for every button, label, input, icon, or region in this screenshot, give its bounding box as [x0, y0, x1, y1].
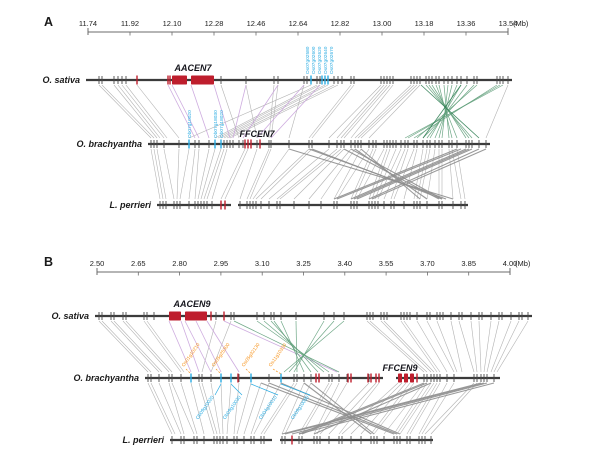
ruler-unit-label: (Mb) — [513, 19, 529, 28]
centromere-label: FFCEN9 — [382, 363, 417, 373]
ruler-tick-label: 2.50 — [90, 259, 105, 268]
synteny-links-green — [404, 84, 504, 139]
track-o-brachyantha: O. brachyantha FFCEN7 — [76, 129, 490, 149]
ruler-tick-label: 13.18 — [415, 19, 434, 28]
ruler-tick-label: 3.70 — [420, 259, 435, 268]
centromere-box — [191, 75, 214, 85]
gene-id-label: Ob07g18030 — [213, 110, 219, 138]
panel-B: 2.50 2.65 2.80 2.95 3.10 3.25 3.40 3.55 3.70 3.85… — [44, 255, 532, 445]
gene-label-connector — [245, 368, 252, 375]
ruler-tick-label: 12.28 — [205, 19, 224, 28]
gene-id-label: Os11g10330 — [268, 342, 289, 368]
synteny-links-gray2 — [288, 148, 487, 200]
species-label: O. sativa — [51, 311, 89, 321]
gene-id-label: Ob04g10010 — [258, 394, 279, 420]
ruler-tick-label: 12.82 — [331, 19, 350, 28]
ruler-tick-label: 3.55 — [379, 259, 394, 268]
gene-id-label: Ob07g10020 — [187, 110, 193, 138]
gene-label-connector — [215, 368, 222, 375]
ruler-tick-label: 13.36 — [457, 19, 476, 28]
gene-label-connector — [280, 383, 311, 396]
species-label: O. brachyantha — [73, 373, 139, 383]
ruler-tick-label: 2.65 — [131, 259, 146, 268]
ruler-tick-label: 12.64 — [289, 19, 308, 28]
species-label: O. brachyantha — [76, 139, 142, 149]
gene-id-label: Os05g32130 — [241, 342, 262, 368]
ruler-tick-label: 3.40 — [337, 259, 352, 268]
centromere-box — [404, 373, 408, 383]
ruler-tick-label: 4.00 — [503, 259, 518, 268]
synteny-links-gray2 — [260, 382, 495, 435]
centromere-box — [172, 75, 187, 85]
ruler-unit-label: (Mb) — [515, 259, 531, 268]
synteny-links-purple — [168, 320, 338, 373]
ruler-tick-label: 3.85 — [461, 259, 476, 268]
ruler-tick-label: 3.10 — [255, 259, 270, 268]
gene-id-label: Ob09g10020 — [195, 394, 216, 420]
panel-letter: B — [44, 255, 53, 269]
gene-label-connector — [214, 383, 222, 396]
centromere-box — [185, 311, 207, 321]
ruler-tick-label: 13.54 — [499, 19, 518, 28]
centromere-label: AACEN9 — [172, 299, 210, 309]
synteny-links-green — [233, 320, 345, 373]
track-o-sativa: O. sativa AACEN9 — [51, 299, 532, 321]
gene-id-label: Os07g02580 — [305, 46, 311, 74]
ruler-tick-label: 3.25 — [296, 259, 311, 268]
centromere-box — [398, 373, 402, 383]
track-l-perrieri: L. perrieri — [109, 200, 468, 210]
gene-label-connector — [250, 383, 279, 396]
synteny-links-gray — [98, 320, 529, 373]
panel-A: 11.74 11.92 12.10 12.28 12.46 12.64 12.82 13.00… — [42, 15, 528, 210]
synteny-links-purple — [167, 84, 321, 139]
synteny-links-dgreen — [420, 84, 480, 139]
species-label: L. perrieri — [122, 435, 164, 445]
ruler-tick-label: 13.00 — [373, 19, 392, 28]
gene-id-label: Os07g02640 — [323, 46, 329, 74]
track-o-brachyantha: O. brachyantha FFCEN9 — [73, 363, 500, 383]
scale-ruler: 11.74 11.92 12.10 12.28 12.46 12.64 12.82 13.00… — [79, 19, 529, 36]
centromere-box — [410, 373, 414, 383]
ruler-tick-label: 11.92 — [121, 19, 139, 28]
gene-id-label: Os07g02620 — [317, 46, 323, 74]
gene-id-label: Ob07g18020 — [219, 110, 225, 138]
gene-label-connector — [230, 383, 243, 396]
track-l-perrieri: L. perrieri — [122, 435, 433, 445]
ruler-tick-label: 2.80 — [172, 259, 187, 268]
species-label: L. perrieri — [109, 200, 151, 210]
gene-label-connector — [272, 368, 282, 375]
gene-id-label: Os07g02670 — [329, 46, 335, 74]
ruler-tick-label: 12.46 — [247, 19, 266, 28]
centromere-label: FFCEN7 — [239, 129, 275, 139]
gene-id-label: Os07g02600 — [311, 46, 317, 74]
ruler-tick-label: 2.95 — [214, 259, 229, 268]
gene-id-label: Ob09g10030 — [222, 394, 243, 420]
ruler-tick-label: 12.10 — [163, 19, 182, 28]
centromere-box — [169, 311, 181, 321]
scale-ruler: 2.50 2.65 2.80 2.95 3.10 3.25 3.40 3.55 3.70 3.85… — [90, 259, 531, 276]
ruler-tick-label: 11.74 — [79, 19, 97, 28]
track-o-sativa: O. sativa AACEN7 — [42, 63, 512, 85]
centromere-label: AACEN7 — [173, 63, 212, 73]
gene-label-connector — [185, 368, 192, 375]
species-label: O. sativa — [42, 75, 80, 85]
panel-letter: A — [44, 15, 53, 29]
synteny-links-gray — [150, 148, 466, 200]
